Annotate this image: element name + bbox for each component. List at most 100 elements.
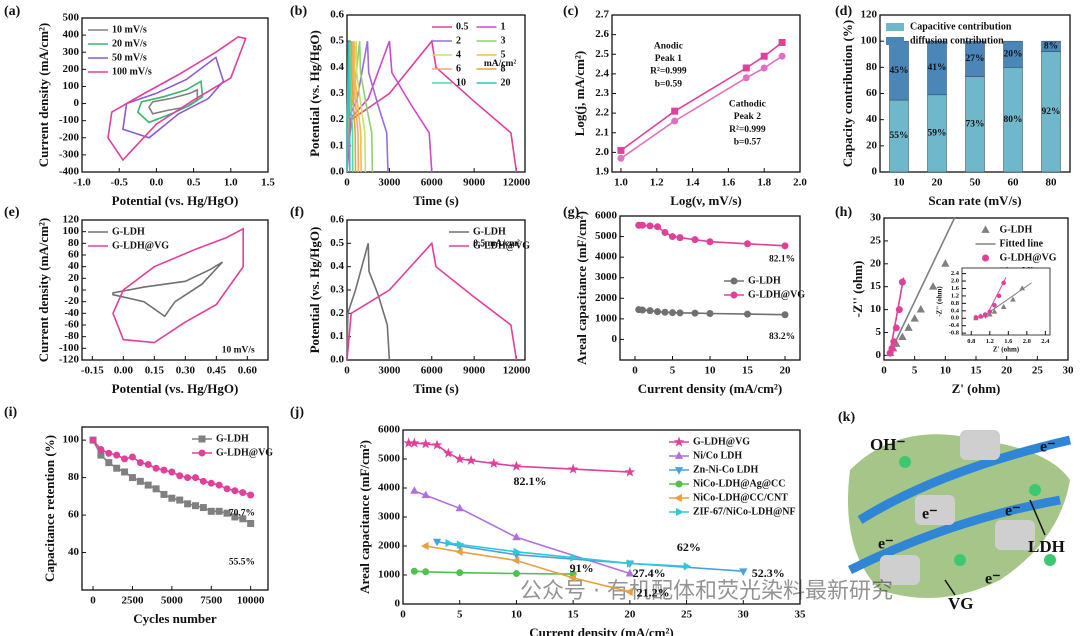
series-line [408,442,630,473]
x-tick-label: 1.4 [686,177,700,189]
value-label: 20% [1004,49,1023,59]
y-tick-label: 0.4 [951,307,960,314]
x-tick-label: -0.5 [110,177,128,189]
legend-label: 100 mV/s [112,66,152,77]
y-tick-label: 1000 [378,569,401,581]
x-tick-label: 10 [511,609,523,621]
x-tick-label: 50 [970,177,982,189]
panel-label: (g) [563,205,580,220]
watermark: 公众号 · 有机配体和荧光染料最新研究 [520,579,893,604]
pointer [1029,499,1046,536]
y-tick-label: 5000 [595,230,618,242]
y-tick-label: 2.2 [595,107,609,119]
bar-segment [1041,40,1061,52]
data-point [778,52,786,60]
data-point [567,463,579,474]
y-tick-label: 1.2 [951,292,959,299]
value-label: 73% [966,119,985,129]
legend-marker [981,225,990,233]
y-axis-title: Areal capacitance (mF/cm²) [574,211,589,365]
y-tick-label: 120 [63,214,80,226]
data-point [191,502,199,510]
data-point [488,457,500,468]
y-axis-title: Current density (mA/cm²) [36,23,51,167]
data-point [570,553,578,562]
illustration-label: e⁻ [985,571,1001,588]
data-point [239,515,247,523]
legend-label: G-LDH@VG [748,289,805,300]
legend-label: NiCo-LDH@Ag@CC [693,478,786,489]
data-point [152,464,160,472]
legend-label: diffusion contribution [910,35,1004,46]
bar-segment [1003,40,1023,68]
annotation: 21.2% [637,585,670,599]
y-tick-label: -120 [59,354,80,366]
y-tick-label: -40 [64,307,79,319]
legend-label: 4 [456,49,461,60]
data-point [760,64,768,72]
annotation: Cathodic [729,100,766,110]
data-point [910,314,919,322]
x-tick-label: 10000 [237,595,265,607]
data-point [421,490,430,499]
annotation: 62% [677,540,701,554]
y-tick-label: 40 [68,260,80,272]
data-point [409,437,420,448]
x-tick-label: 25 [1032,365,1044,377]
legend-swatch [886,23,904,31]
legend-label: 50 mV/s [112,52,147,63]
y-tick-label: 1.6 [951,285,960,292]
x-tick-label: 10 [894,177,906,189]
data-point [223,509,231,517]
plot-frame [81,17,269,173]
sphere [1044,554,1056,566]
y-tick-label: 20 [870,257,882,269]
data-point [199,477,207,485]
data-point [191,474,199,482]
x-tick-label: 15 [742,365,754,377]
x-tick-label: 2.0 [793,177,807,189]
legend-label: 20 mV/s [112,38,147,49]
y-tick-label: -60 [64,319,79,331]
y-tick-label: 5 [876,326,882,338]
y-tick-label: 100 [861,35,878,47]
y-tick-label: 2.0 [595,146,609,158]
x-tick-label: 35 [795,609,807,621]
data-point [646,222,654,230]
data-point [231,513,239,521]
y-tick-label: 0.1 [330,330,344,342]
annotation: mA/cm² [484,59,517,69]
x-tick-label: 5000 [161,595,184,607]
data-point [639,221,646,229]
value-label: 80% [1004,115,1023,125]
illustration-label: e⁻ [878,536,894,553]
x-tick-label: 2500 [121,595,144,607]
data-point [568,573,577,583]
y-tick-label: 30 [870,212,882,224]
y-axis-title: Capacity contribution (%) [840,20,855,167]
data-point [626,559,635,568]
y-tick-label: 500 [63,12,80,24]
annotation: 27.4% [633,566,666,580]
y-tick-label: -300 [59,148,80,160]
x-axis-title: Current density (mA/cm²) [529,625,673,636]
y-tick-label: 0.4 [330,61,344,73]
x-axis-title: Scan rate (mV/s) [928,193,1021,208]
x-tick-label: 1.6 [1004,338,1013,345]
legend-label: 8 [501,63,506,74]
x-tick-label: 0.0 [150,177,164,189]
legend-marker [674,493,682,503]
y-tick-label: 4000 [595,251,618,263]
legend-marker [676,507,684,517]
x-tick-label: 15 [568,609,580,621]
y-axis-title: Log(j, mA/cm²) [572,51,587,136]
data-point [991,308,998,314]
y-tick-label: 5000 [378,453,401,465]
y-tick-label: 0.6 [330,9,344,21]
y-tick-label: 6000 [595,210,618,222]
data-point [160,466,168,474]
data-point [671,117,679,125]
value-label: 92% [1042,107,1061,117]
data-point [676,234,684,242]
